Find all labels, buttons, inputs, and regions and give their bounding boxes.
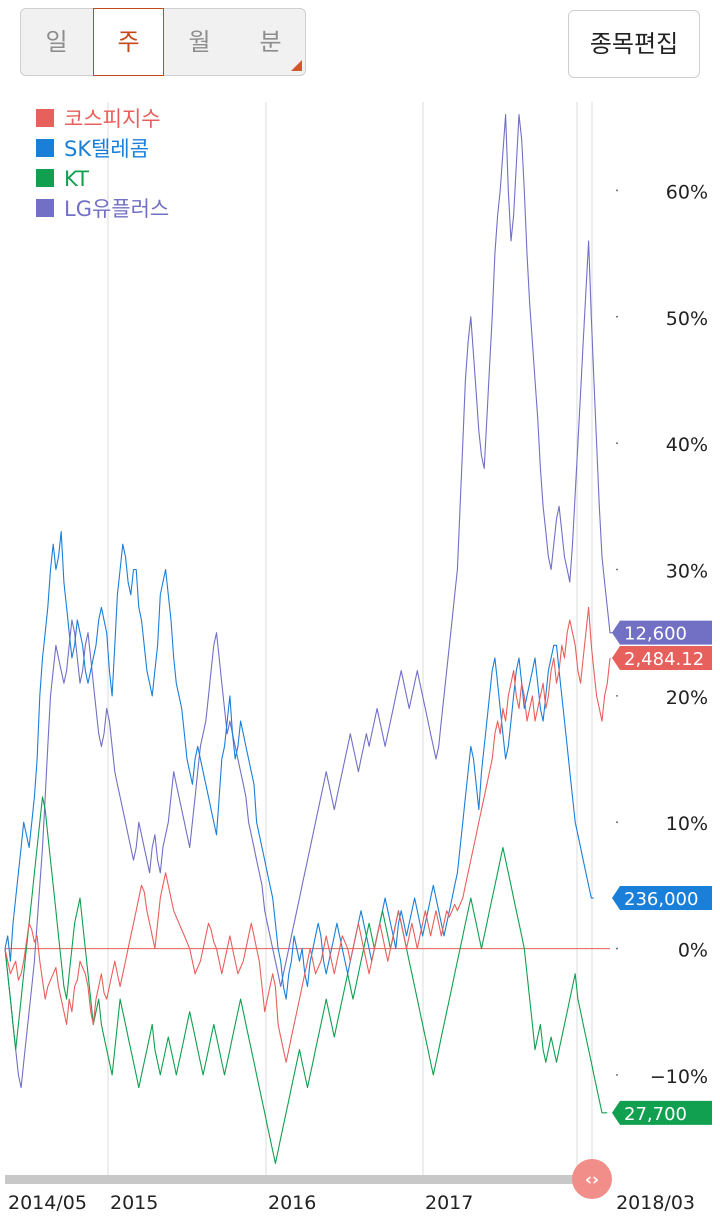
x-tick-label: 2015 — [110, 1192, 158, 1214]
y-tick-mark — [616, 315, 618, 318]
legend-swatch-0 — [36, 109, 54, 127]
y-tick-mark — [616, 189, 618, 192]
chart-svg: 60% 50% 40% 30% 20% 10% 0% −10% 2,484.12 236,000 2… — [4, 102, 712, 1214]
series-line-0 — [4, 606, 611, 1063]
y-tick-mark — [616, 568, 618, 571]
edit-stocks-button[interactable]: 종목편집 — [568, 10, 700, 78]
comparison-chart: 60% 50% 40% 30% 20% 10% 0% −10% 2,484.12 236,000 2… — [0, 96, 720, 1223]
end-value-tag-3 — [612, 620, 712, 645]
x-tick-label: 2014/05 — [8, 1192, 87, 1214]
end-value-tag-0 — [612, 645, 712, 670]
legend-swatch-1 — [36, 139, 54, 157]
y-tick-label: 50% — [666, 308, 708, 330]
y-tick-label: 30% — [666, 561, 708, 583]
tab-week[interactable]: 주 — [93, 8, 164, 76]
scroll-handle[interactable] — [572, 1159, 612, 1199]
y-tick-label: 0% — [678, 940, 708, 962]
series-line-2 — [4, 796, 608, 1164]
end-value-label-2: 27,700 — [624, 1104, 687, 1125]
legend-label-1: SK텔레콤 — [64, 137, 149, 161]
end-value-label-1: 236,000 — [624, 889, 698, 910]
x-tick-label: 2016 — [268, 1192, 316, 1214]
period-tabs: 일 주 월 분 — [20, 8, 306, 76]
code-arrows-icon: ‹› — [585, 1170, 599, 1190]
tab-minute[interactable]: 분 — [235, 9, 306, 75]
y-tick-mark — [616, 442, 618, 445]
legend-swatch-2 — [36, 169, 54, 187]
series-line-3 — [4, 114, 613, 1089]
legend-label-3: LG유플러스 — [64, 197, 169, 221]
tab-day[interactable]: 일 — [45, 28, 68, 56]
legend-label-0: 코스피지수 — [64, 107, 161, 131]
series-line-1 — [4, 531, 594, 1000]
y-tick-label: 20% — [666, 687, 708, 709]
end-value-label-3: 12,600 — [624, 624, 687, 645]
y-tick-label: −10% — [650, 1066, 708, 1088]
y-tick-label: 60% — [666, 181, 708, 203]
y-tick-mark — [616, 947, 618, 950]
timeline-scrollbar[interactable] — [5, 1175, 610, 1184]
tab-month[interactable]: 월 — [188, 28, 211, 56]
y-tick-mark — [616, 1074, 618, 1076]
y-tick-label: 10% — [666, 813, 708, 835]
end-value-tag-1 — [612, 886, 712, 911]
y-tick-mark — [616, 694, 618, 697]
y-tick-mark — [616, 821, 618, 824]
legend-label-2: KT — [64, 167, 89, 191]
y-tick-label: 40% — [666, 434, 708, 456]
dropdown-corner-icon — [291, 60, 302, 71]
x-tick-label: 2017 — [425, 1192, 473, 1214]
legend-swatch-3 — [36, 199, 54, 217]
x-tick-label: 2018/03 — [616, 1192, 695, 1214]
end-value-tag-2 — [612, 1100, 712, 1125]
end-value-label-0: 2,484.12 — [624, 649, 704, 670]
tab-minute-label: 분 — [259, 28, 282, 56]
